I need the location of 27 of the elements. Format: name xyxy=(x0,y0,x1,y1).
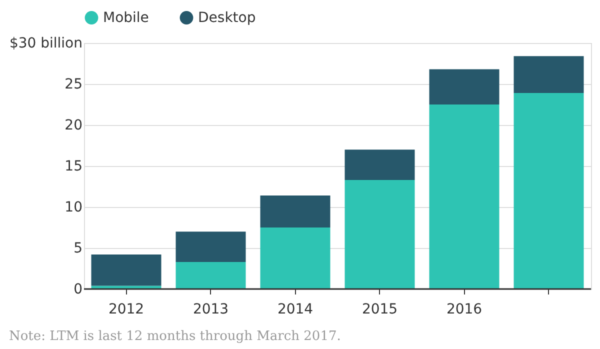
bar xyxy=(91,286,162,289)
x-tick-label: 2014 xyxy=(277,302,314,318)
text: Note: LTM is last 12 months through March 2017. xyxy=(8,329,341,344)
bar xyxy=(429,69,500,104)
bar xyxy=(514,93,584,289)
legend-label: Desktop xyxy=(198,10,256,26)
legend-label: Mobile xyxy=(103,10,149,26)
bar xyxy=(429,104,500,289)
x-tick-label: 2015 xyxy=(362,302,398,318)
bar xyxy=(260,228,330,289)
y-tick-label: 15 xyxy=(64,158,82,174)
y-tick-label: 10 xyxy=(64,200,82,216)
bar xyxy=(344,150,415,180)
y-tick-label: 5 xyxy=(74,240,82,256)
bar xyxy=(91,254,162,286)
y-tick-label: 20 xyxy=(64,118,82,134)
x-tick-label: 2013 xyxy=(192,302,229,318)
bar xyxy=(176,262,246,289)
bar xyxy=(176,232,246,262)
bar xyxy=(344,180,415,289)
y-tick-label: $30 billion xyxy=(9,36,82,52)
x-tick-label: 2012 xyxy=(108,302,144,318)
y-tick-label: 25 xyxy=(64,76,82,92)
x-tick-label: 2016 xyxy=(446,302,482,318)
bar xyxy=(260,196,330,228)
y-tick-label: 0 xyxy=(74,282,82,298)
bar xyxy=(514,56,584,94)
